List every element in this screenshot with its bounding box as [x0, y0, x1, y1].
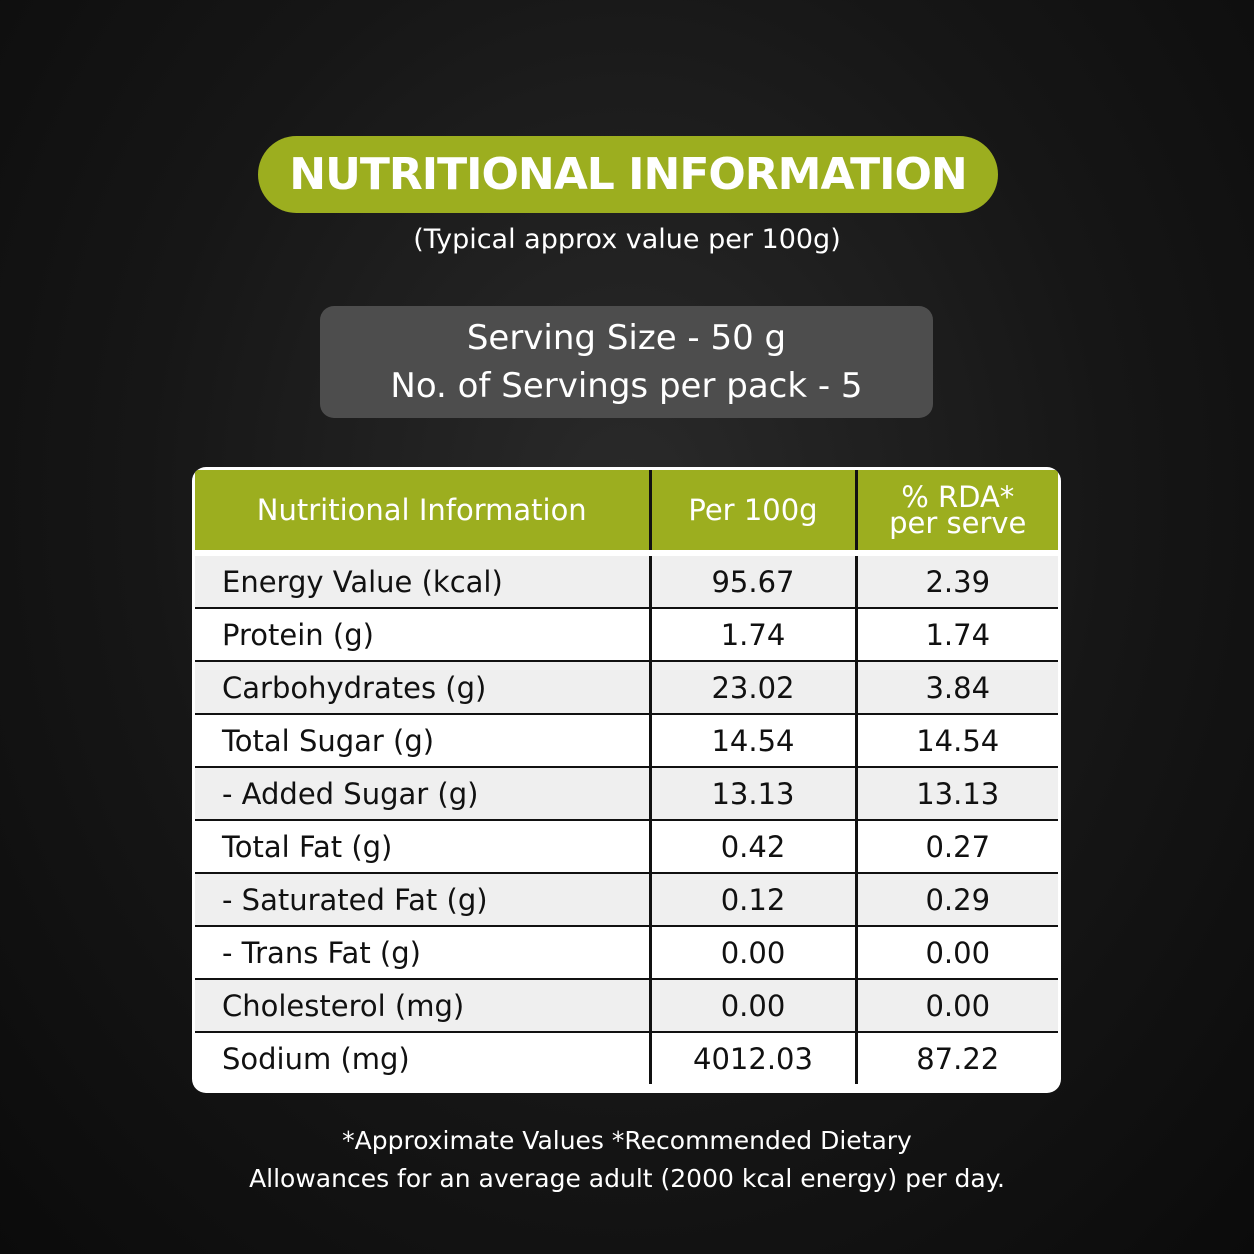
cell-value: 14.54	[648, 713, 856, 767]
cell-value: 13.13	[854, 766, 1058, 820]
cell-value: 87.22	[854, 1031, 1058, 1084]
row-label: Carbohydrates (g)	[195, 660, 650, 714]
header-cell: Per 100g	[648, 470, 856, 553]
table-row: - Added Sugar (g) 13.13 13.13	[195, 766, 1058, 820]
serving-box: Serving Size - 50 g No. of Servings per …	[320, 306, 933, 418]
cell-value: 14.54	[854, 713, 1058, 767]
cell-value: 23.02	[648, 660, 856, 714]
cell-value: 3.84	[854, 660, 1058, 714]
cell-value: 0.00	[854, 978, 1058, 1032]
header-text: Per 100g	[688, 493, 818, 527]
cell-value: 95.67	[648, 550, 856, 608]
row-label: Energy Value (kcal)	[195, 550, 650, 608]
table-row: Total Sugar (g) 14.54 14.54	[195, 713, 1058, 767]
cell-value: 0.00	[854, 925, 1058, 979]
cell-value: 2.39	[854, 550, 1058, 608]
table-row: Carbohydrates (g) 23.02 3.84	[195, 660, 1058, 714]
table-box: Nutritional Information Per 100g % RDA* per…	[192, 467, 1061, 1093]
title: NUTRITIONAL INFORMATION	[289, 149, 967, 200]
row-label: - Saturated Fat (g)	[195, 872, 650, 926]
header-cell: % RDA* per serve	[854, 470, 1058, 553]
row-label: Total Fat (g)	[195, 819, 650, 873]
footnote-line: *Approximate Values *Recommended Dietary	[342, 1126, 912, 1155]
table-row: - Saturated Fat (g) 0.12 0.29	[195, 872, 1058, 926]
row-label: - Trans Fat (g)	[195, 925, 650, 979]
row-label: Sodium (mg)	[195, 1031, 650, 1084]
title-pill: NUTRITIONAL INFORMATION	[258, 136, 998, 213]
row-label: Total Sugar (g)	[195, 713, 650, 767]
header-cell: Nutritional Information	[195, 470, 650, 553]
table-body: Energy Value (kcal) 95.67 2.39 Protein (g) 1…	[195, 550, 1058, 1084]
cell-value: 0.42	[648, 819, 856, 873]
cell-value: 1.74	[854, 607, 1058, 661]
header-row: Nutritional Information Per 100g % RDA* per…	[195, 470, 1058, 553]
row-label: - Added Sugar (g)	[195, 766, 650, 820]
table-row: Total Fat (g) 0.42 0.27	[195, 819, 1058, 873]
cell-value: 0.12	[648, 872, 856, 926]
header-text: % RDA*	[901, 480, 1015, 514]
serving-line: Serving Size - 50 g	[466, 318, 787, 358]
table-row: - Trans Fat (g) 0.00 0.00	[195, 925, 1058, 979]
cell-value: 0.00	[648, 978, 856, 1032]
cell-value: 13.13	[648, 766, 856, 820]
row-label: Cholesterol (mg)	[195, 978, 650, 1032]
row-label: Protein (g)	[195, 607, 650, 661]
footnote: *Approximate Values *Recommended Dietary…	[0, 1122, 1254, 1198]
table-row: Cholesterol (mg) 0.00 0.00	[195, 978, 1058, 1032]
nutrition-table: Nutritional Information Per 100g % RDA* per…	[195, 470, 1058, 1084]
subtitle: (Typical approx value per 100g)	[413, 224, 841, 255]
serving-line: No. of Servings per pack - 5	[390, 366, 863, 406]
cell-value: 0.29	[854, 872, 1058, 926]
cell-value: 4012.03	[648, 1031, 856, 1084]
table-row: Protein (g) 1.74 1.74	[195, 607, 1058, 661]
table-row: Sodium (mg) 4012.03 87.22	[195, 1031, 1058, 1084]
cell-value: 1.74	[648, 607, 856, 661]
header-text: per serve	[889, 506, 1027, 540]
table-row: Energy Value (kcal) 95.67 2.39	[195, 550, 1058, 608]
header-text: Nutritional Information	[256, 493, 587, 527]
footnote-line: Allowances for an average adult (2000 kc…	[249, 1164, 1005, 1193]
cell-value: 0.27	[854, 819, 1058, 873]
cell-value: 0.00	[648, 925, 856, 979]
